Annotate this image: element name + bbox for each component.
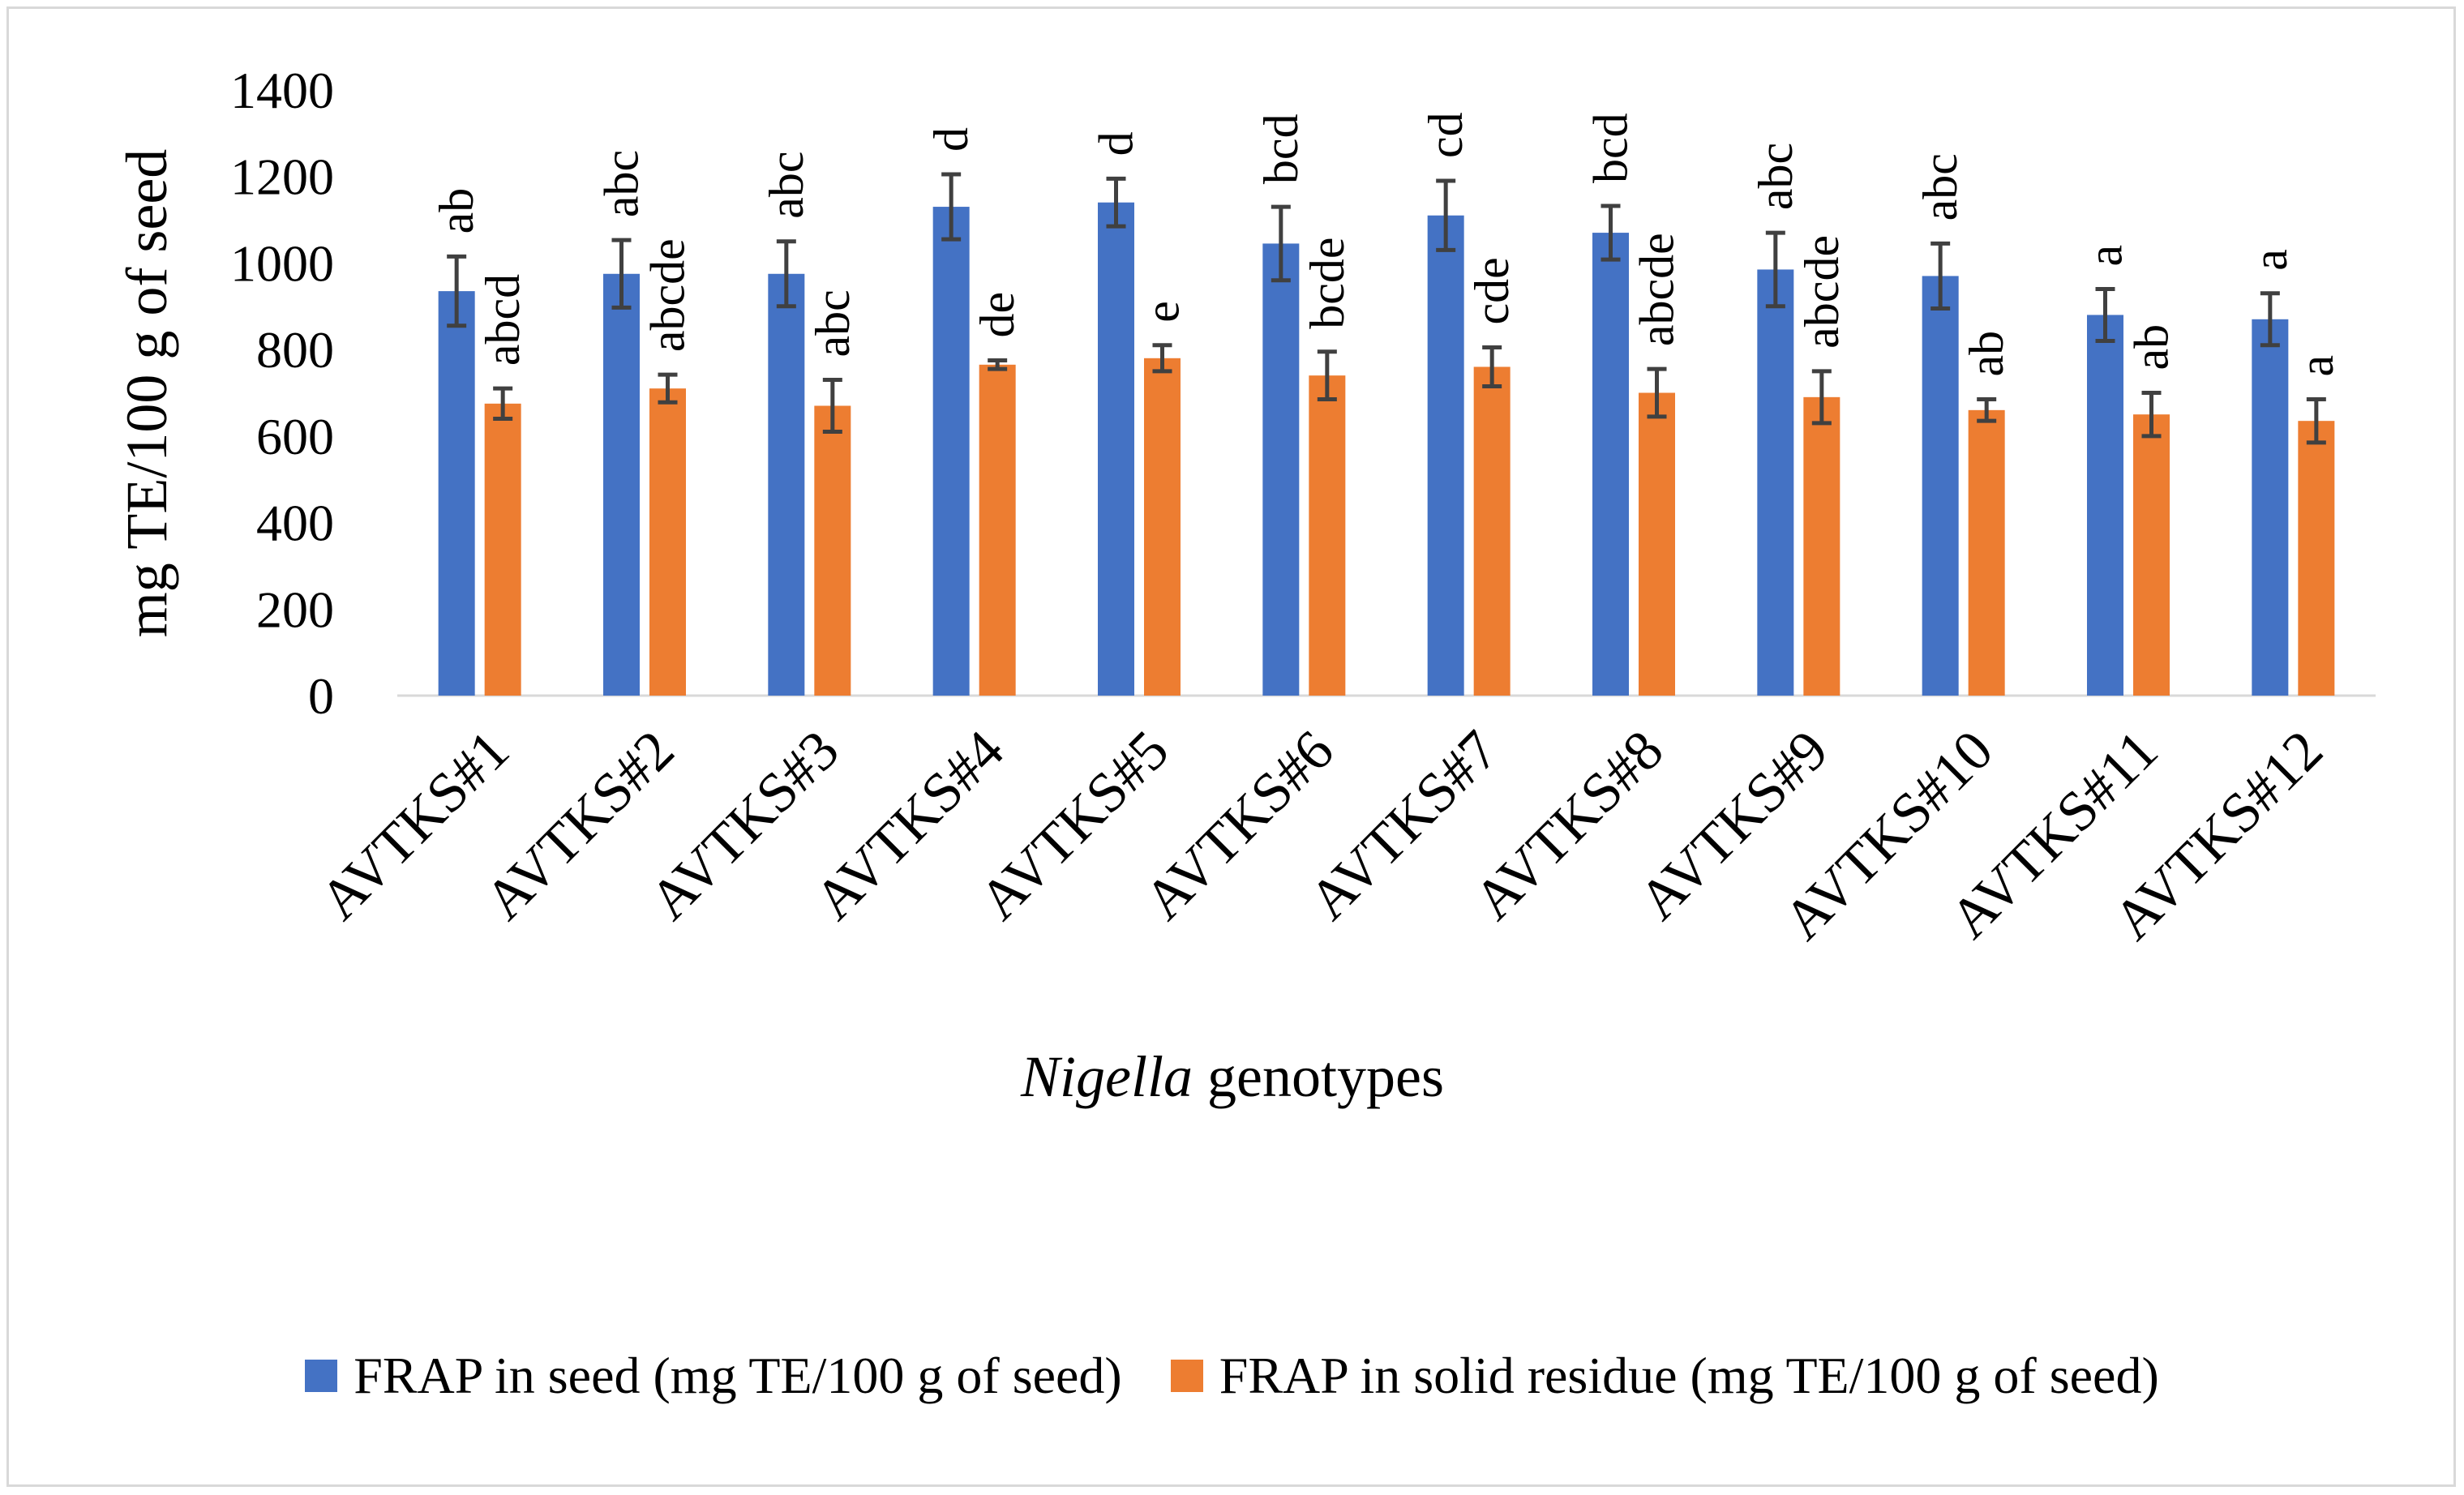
- error-bar: [2141, 391, 2162, 439]
- y-tick-label: 200: [256, 580, 334, 638]
- y-tick-label: 0: [308, 667, 334, 725]
- label-seed-letter: abc: [760, 151, 813, 218]
- label-seed-letter: bcd: [1254, 114, 1308, 184]
- error-bar: [1106, 176, 1126, 229]
- legend-swatch-residue: [1170, 1360, 1203, 1392]
- label-residue-letter: bcde: [1301, 238, 1354, 329]
- bar-residue: [1968, 409, 2005, 696]
- x-axis-title: Nigella genotypes: [1020, 1044, 1444, 1109]
- error-bar: [611, 238, 632, 310]
- bar-seed: [603, 273, 640, 696]
- error-bar: [2260, 291, 2280, 348]
- y-tick-labels: 0 200 400 600 800 1000 1200 1400: [230, 62, 334, 725]
- bars: [438, 202, 2335, 696]
- error-bar: [1436, 178, 1456, 252]
- label-residue-letter: abcd: [476, 274, 529, 366]
- significance-letters: ababcdabcabcdeabcabcddedebcdbcdecdcdebcd…: [430, 112, 2343, 376]
- bar-residue: [1144, 358, 1181, 696]
- error-bar: [1930, 241, 1951, 311]
- bar-seed: [1922, 276, 1959, 696]
- y-tick-label: 1200: [230, 148, 334, 206]
- error-bar: [1977, 397, 1997, 423]
- bar-residue: [2298, 421, 2335, 696]
- error-bar: [1811, 369, 1832, 426]
- error-bar: [988, 358, 1008, 371]
- label-residue-letter: abcde: [641, 238, 695, 352]
- bar-residue: [814, 405, 851, 696]
- bar-residue: [484, 403, 521, 696]
- error-bars: [447, 172, 2326, 445]
- y-tick-label: 600: [256, 408, 334, 465]
- chart-frame: [6, 6, 2456, 1487]
- bar-seed: [1427, 215, 1464, 696]
- bar-seed: [1757, 269, 1794, 696]
- legend-label-seed: FRAP in seed (mg TE/100 g of seed): [354, 1347, 1122, 1404]
- label-seed-letter: abc: [1749, 143, 1802, 210]
- bar-seed: [1592, 233, 1629, 696]
- bar-seed: [2252, 319, 2289, 696]
- error-bar: [1152, 343, 1172, 374]
- error-bar: [493, 386, 513, 422]
- x-tick-labels: AVTKS#1AVTKS#2AVTKS#3AVTKS#4AVTKS#5AVTKS…: [308, 719, 2334, 952]
- bar-residue: [2133, 414, 2170, 696]
- error-bar: [2306, 397, 2326, 445]
- label-residue-letter: a: [2290, 355, 2343, 377]
- label-seed-letter: d: [1090, 131, 1143, 156]
- bar-residue: [649, 388, 686, 696]
- y-tick-label: 1000: [230, 234, 334, 292]
- bar-seed: [438, 291, 475, 696]
- y-axis-label: mg TE/100 g of seed: [114, 149, 179, 638]
- y-axis-title: mg TE/100 g of seed: [114, 149, 179, 638]
- bar-residue: [1473, 366, 1511, 696]
- bar-residue: [1309, 375, 1346, 696]
- bar-seed: [1262, 243, 1300, 696]
- x-axis-title-italic: Nigella: [1020, 1044, 1193, 1109]
- label-residue-letter: abcde: [1795, 235, 1849, 349]
- label-residue-letter: cde: [1465, 257, 1519, 324]
- bar-seed: [2087, 315, 2123, 696]
- legend-swatch-seed: [305, 1360, 338, 1392]
- bar-seed: [932, 207, 970, 696]
- label-residue-letter: de: [971, 292, 1024, 338]
- legend-item-residue: FRAP in solid residue (mg TE/100 g of se…: [1170, 1346, 2159, 1406]
- label-residue-letter: abcde: [1631, 233, 1684, 346]
- label-seed-letter: bcd: [1584, 113, 1638, 183]
- x-axis-title-rest: genotypes: [1193, 1044, 1444, 1109]
- bar-residue: [1639, 392, 1675, 696]
- label-seed-letter: abc: [595, 150, 649, 217]
- error-bar: [776, 239, 796, 309]
- error-bar: [2095, 286, 2115, 343]
- error-bar: [1601, 203, 1621, 262]
- bar-residue: [979, 364, 1016, 696]
- error-bar: [1482, 345, 1502, 388]
- y-tick-label: 1400: [230, 62, 334, 119]
- error-bar: [941, 172, 962, 242]
- legend: FRAP in seed (mg TE/100 g of seed) FRAP …: [0, 1346, 2464, 1406]
- y-tick-label: 800: [256, 321, 334, 379]
- label-seed-letter: d: [924, 127, 978, 152]
- legend-label-residue: FRAP in solid residue (mg TE/100 g of se…: [1219, 1347, 2159, 1404]
- label-seed-letter: abc: [1913, 153, 1967, 221]
- label-residue-letter: e: [1136, 301, 1189, 323]
- error-bar: [1317, 349, 1337, 402]
- error-bar: [1647, 366, 1667, 419]
- error-bar: [822, 377, 842, 435]
- label-seed-letter: a: [2079, 245, 2132, 267]
- error-bar: [1271, 204, 1291, 283]
- label-residue-letter: ab: [1960, 331, 2013, 377]
- label-seed-letter: cd: [1419, 112, 1472, 158]
- error-bar: [447, 254, 467, 328]
- label-seed-letter: ab: [430, 188, 483, 234]
- bar-residue: [1803, 396, 1841, 696]
- legend-item-seed: FRAP in seed (mg TE/100 g of seed): [305, 1346, 1122, 1406]
- error-bar: [658, 372, 678, 405]
- label-residue-letter: abc: [806, 289, 859, 357]
- label-seed-letter: a: [2243, 249, 2297, 271]
- error-bar: [1765, 230, 1785, 309]
- bar-seed: [768, 273, 805, 696]
- label-residue-letter: ab: [2125, 324, 2179, 371]
- y-tick-label: 400: [256, 495, 334, 552]
- bar-seed: [1098, 202, 1134, 696]
